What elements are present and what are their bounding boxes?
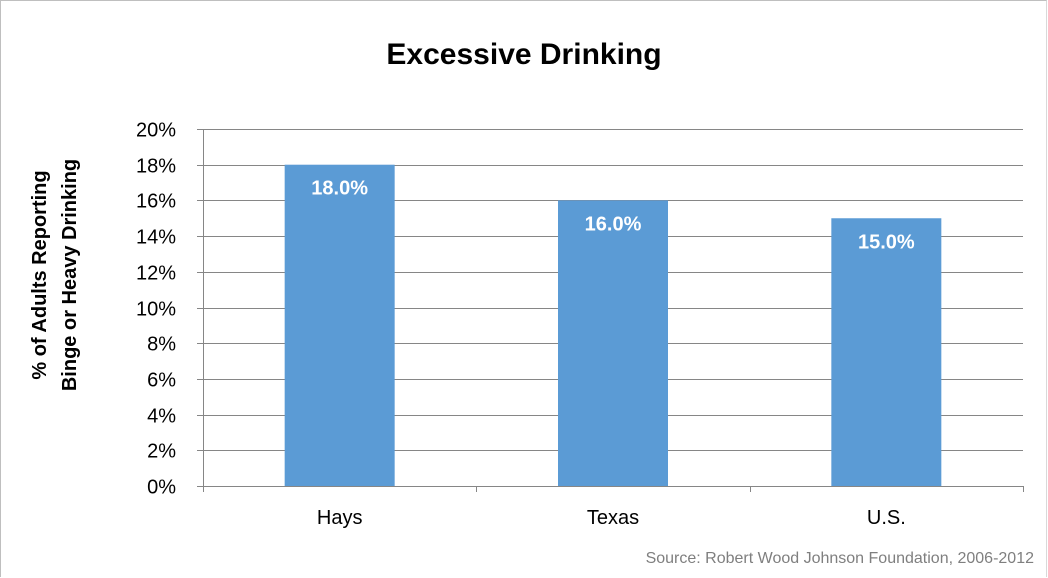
y-tick-label: 6%: [147, 370, 176, 392]
y-tick-label: 20%: [136, 120, 176, 142]
y-tick-label: 12%: [136, 263, 176, 285]
chart-title: Excessive Drinking: [386, 38, 662, 71]
y-tick-label: 16%: [136, 191, 176, 213]
y-tick-label: 4%: [147, 406, 176, 428]
y-tick-label: 14%: [136, 227, 176, 249]
y-tick-label: 8%: [147, 334, 176, 356]
data-label: 15.0%: [858, 231, 915, 253]
x-category-label: Hays: [317, 507, 363, 529]
x-category-label: U.S.: [867, 507, 906, 529]
bar: [558, 200, 668, 486]
data-label: 16.0%: [585, 213, 642, 235]
y-tick-label: 2%: [147, 441, 176, 463]
bar: [284, 164, 395, 486]
y-tick-label: 18%: [136, 156, 176, 178]
x-category-label: Texas: [587, 507, 639, 529]
y-tick-label: 10%: [136, 299, 176, 321]
bar: [831, 218, 942, 486]
y-tick-label: 0%: [147, 477, 176, 499]
source-note: Source: Robert Wood Johnson Foundation, …: [645, 550, 1034, 567]
data-label: 18.0%: [311, 178, 368, 200]
